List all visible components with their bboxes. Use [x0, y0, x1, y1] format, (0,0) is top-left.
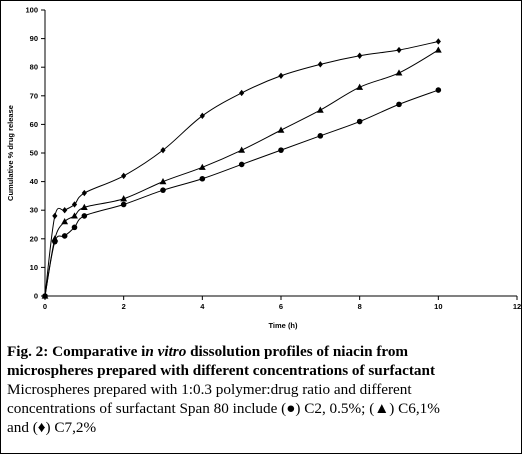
y-tick-label: 100: [25, 6, 38, 15]
data-point-triangle: [238, 146, 246, 153]
data-point-circle: [71, 224, 78, 231]
x-tick-label: 2: [122, 302, 126, 311]
x-tick-label: 12: [513, 302, 521, 311]
y-tick-label: 40: [30, 177, 38, 186]
data-point-diamond: [42, 292, 48, 300]
series-line-circle: [44, 89, 439, 297]
x-tick-label: 0: [43, 302, 47, 311]
data-point-triangle: [434, 46, 442, 53]
chart-axes: 0 10 20 30 40 50 60 70 80 90 100 0 2 4 6 8 10 12: [25, 6, 521, 312]
data-point-triangle: [51, 235, 59, 242]
figure-caption: Fig. 2: Comparative in vitro dissolution…: [7, 342, 519, 437]
data-point-triangle: [316, 106, 324, 113]
data-point-triangle: [120, 195, 128, 202]
data-point-circle: [396, 101, 402, 108]
y-tick-label: 20: [30, 234, 38, 243]
caption-line-3: Microspheres prepared with 1:0.3 polymer…: [7, 381, 412, 398]
series-circle: [42, 87, 442, 299]
y-tick-label: 0: [34, 292, 38, 301]
data-point-diamond: [121, 172, 127, 180]
data-point-circle: [160, 187, 166, 193]
x-tick-label: 10: [434, 302, 442, 311]
caption-line-2: microspheres prepared with different con…: [7, 362, 436, 379]
data-point-triangle: [159, 178, 167, 185]
data-point-triangle: [277, 126, 285, 133]
data-point-circle: [81, 213, 88, 219]
caption-line-5: and (♦) C7,2%: [7, 419, 97, 436]
data-point-diamond: [239, 89, 245, 97]
y-tick-label: 60: [30, 120, 38, 129]
data-point-circle: [61, 233, 68, 239]
data-point-diamond: [52, 212, 58, 220]
data-point-diamond: [71, 201, 78, 208]
caption-line-4: concentrations of surfactant Span 80 inc…: [7, 400, 440, 417]
data-point-circle: [199, 175, 206, 182]
y-tick-label: 90: [30, 34, 38, 43]
data-point-circle: [356, 118, 363, 125]
data-point-circle: [238, 161, 245, 168]
y-tick-label: 10: [30, 263, 38, 272]
data-point-triangle: [80, 203, 88, 210]
data-point-diamond: [62, 207, 68, 214]
data-point-triangle: [61, 218, 69, 225]
data-point-circle: [120, 201, 127, 208]
data-point-circle: [317, 133, 324, 139]
series-line-triangle: [44, 49, 439, 297]
chart-series: [41, 38, 442, 300]
y-tick-label: 50: [30, 149, 38, 158]
y-tick-label: 80: [30, 63, 38, 72]
x-tick-label: 6: [279, 302, 283, 311]
x-tick-label: 4: [200, 302, 205, 311]
data-point-triangle: [71, 212, 78, 219]
data-point-circle: [435, 87, 442, 93]
y-axis-title: Cumulative % drug release: [6, 105, 15, 201]
data-point-diamond: [357, 52, 363, 59]
data-point-diamond: [435, 38, 441, 45]
caption-line-1: Fig. 2: Comparative in vitro dissolution…: [7, 343, 409, 360]
data-point-diamond: [278, 72, 284, 79]
data-point-diamond: [199, 112, 205, 120]
y-tick-label: 70: [30, 91, 38, 100]
x-tick-label: 8: [358, 302, 362, 311]
data-point-diamond: [81, 189, 87, 197]
x-axis-title: Time (h): [268, 321, 298, 330]
data-point-triangle: [395, 69, 403, 76]
line-chart: 0 10 20 30 40 50 60 70 80 90 100 0 2 4 6 8 10 12 Cumulati…: [6, 6, 521, 331]
data-point-triangle: [356, 83, 364, 90]
series-diamond: [42, 38, 441, 300]
data-point-triangle: [198, 163, 206, 170]
data-point-diamond: [160, 146, 166, 154]
data-point-diamond: [317, 61, 323, 68]
series-triangle: [41, 46, 442, 299]
y-tick-label: 30: [30, 206, 38, 215]
data-point-diamond: [396, 46, 402, 54]
data-point-circle: [278, 147, 284, 153]
